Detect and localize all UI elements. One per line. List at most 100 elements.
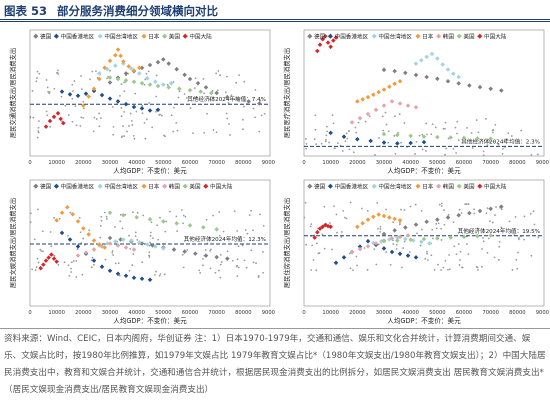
chart-panel-housing: 0 10000 20000 30000 40000 50000 60000 70000 8000… — [278, 176, 549, 325]
background-point — [348, 148, 351, 151]
series-1 — [59, 88, 161, 113]
background-point — [149, 231, 152, 234]
background-point — [437, 263, 439, 266]
data-point — [83, 91, 89, 96]
data-point — [134, 215, 139, 220]
x-tick-label: 60000 — [456, 310, 473, 316]
background-point — [173, 106, 175, 109]
data-point — [477, 208, 483, 214]
data-point — [397, 218, 403, 223]
data-point — [131, 79, 137, 85]
legend-marker — [33, 33, 39, 39]
background-point — [63, 261, 66, 264]
background-point — [73, 80, 76, 82]
data-point — [75, 253, 81, 258]
background-point — [460, 212, 463, 215]
data-point — [115, 76, 121, 82]
x-axis-label: 人均GDP：不变价：美元 — [387, 166, 461, 175]
background-point — [444, 260, 447, 262]
data-point — [153, 79, 158, 85]
data-point — [121, 237, 126, 242]
data-point — [203, 253, 209, 258]
data-point — [174, 221, 179, 226]
background-point — [384, 111, 387, 114]
background-point — [91, 70, 94, 73]
background-point — [104, 258, 107, 261]
data-point — [424, 74, 429, 80]
background-point — [452, 147, 455, 150]
background-point — [53, 254, 56, 257]
background-point — [475, 119, 478, 121]
background-point — [129, 112, 132, 115]
background-point — [366, 209, 369, 212]
background-point — [148, 244, 151, 247]
background-point — [444, 127, 446, 130]
legend-marker — [33, 183, 39, 189]
background-point — [186, 249, 189, 251]
background-point — [400, 141, 402, 144]
data-point — [75, 93, 81, 99]
background-point — [425, 122, 428, 125]
background-point — [80, 88, 83, 91]
scatter-chart: 0 10000 20000 30000 40000 50000 60000 70000 8000… — [8, 29, 275, 175]
background-point — [88, 229, 91, 232]
background-point — [487, 237, 490, 240]
data-point — [315, 229, 320, 235]
background-point — [80, 116, 83, 119]
background-point — [225, 75, 228, 78]
background-point — [263, 112, 266, 115]
legend-label: 德国 — [314, 33, 326, 41]
background-point — [29, 212, 32, 215]
background-point — [120, 115, 123, 118]
x-tick-label: 50000 — [155, 310, 172, 316]
background-point — [326, 125, 328, 128]
data-point — [408, 133, 413, 139]
data-point — [381, 246, 387, 251]
background-point — [233, 98, 236, 101]
background-point — [352, 151, 355, 154]
background-point — [346, 137, 349, 140]
background-point — [215, 131, 218, 134]
background-point — [456, 132, 458, 135]
background-point — [387, 141, 390, 144]
background-point — [70, 271, 72, 273]
data-point — [41, 262, 46, 267]
background-point — [488, 220, 491, 223]
legend-label: 中国香港地区 — [335, 183, 369, 191]
data-point — [155, 83, 161, 89]
background-point — [435, 227, 438, 230]
background-point — [163, 134, 165, 137]
data-point — [54, 259, 59, 264]
background-point — [416, 232, 418, 235]
data-point — [413, 72, 419, 78]
data-point — [328, 130, 333, 136]
background-point — [36, 136, 39, 139]
background-point — [385, 123, 388, 126]
background-point — [414, 203, 417, 206]
background-point — [502, 147, 504, 150]
background-point — [183, 93, 186, 95]
data-point — [113, 52, 118, 58]
background-point — [166, 83, 169, 86]
background-point — [312, 259, 315, 261]
background-point — [440, 227, 443, 230]
scatter-chart: 0 10000 20000 30000 40000 50000 60000 70000 8000… — [282, 29, 549, 175]
data-point — [43, 258, 49, 263]
background-point — [495, 206, 497, 208]
background-point — [464, 203, 467, 206]
data-point — [198, 89, 203, 94]
background-point — [456, 120, 459, 123]
background-point — [158, 114, 161, 116]
background-point — [91, 256, 94, 259]
background-point — [37, 126, 40, 129]
data-point — [61, 120, 66, 126]
background-point — [81, 273, 84, 276]
data-point — [51, 256, 57, 261]
background-point — [493, 256, 496, 259]
data-point — [357, 246, 363, 252]
background-point — [111, 252, 114, 254]
background-point — [392, 243, 395, 245]
background-point — [181, 253, 184, 256]
background-point — [219, 276, 222, 279]
background-point — [155, 74, 158, 77]
